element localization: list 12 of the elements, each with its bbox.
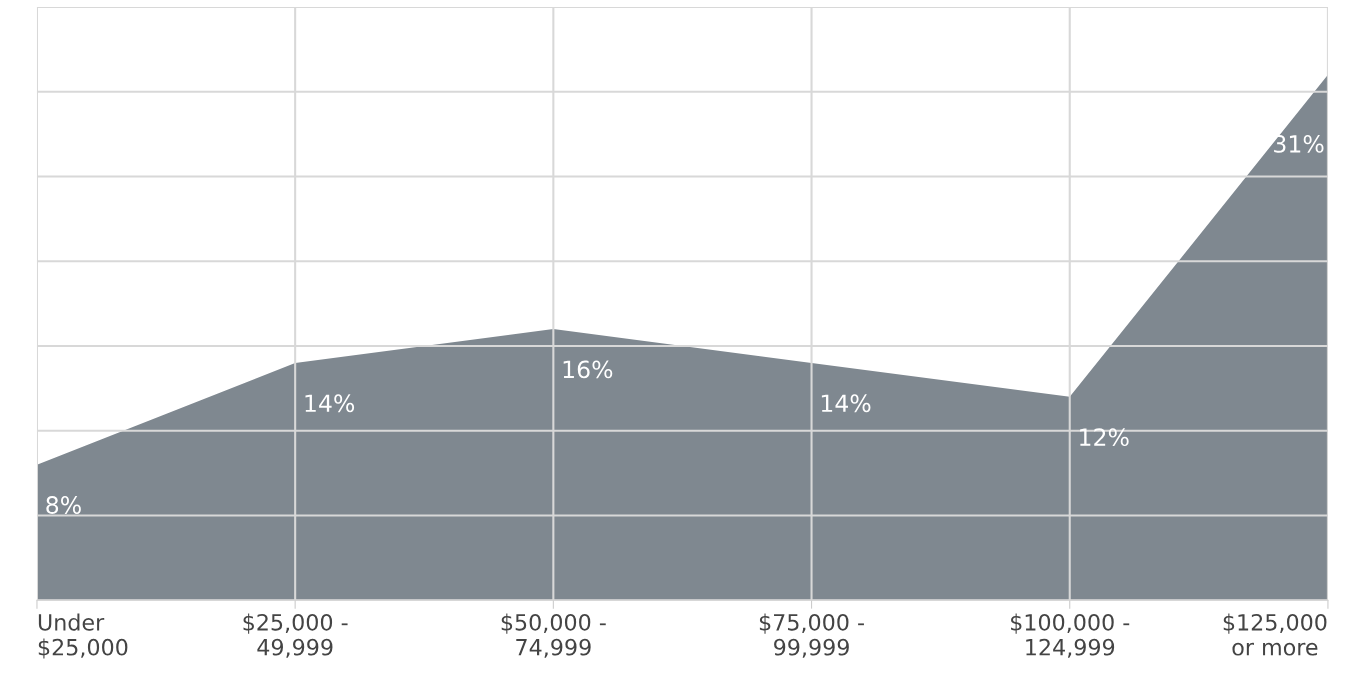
x-tick-label: $75,000 - 99,999	[759, 613, 864, 658]
data-label: 14%	[305, 394, 355, 413]
data-label: 16%	[563, 360, 613, 379]
x-tick-label: $125,000 or more	[1223, 613, 1327, 656]
x-tick-label: $100,000 - 124,999	[1011, 613, 1130, 658]
data-label: 8%	[46, 496, 81, 514]
x-tick-label: $25,000 - 49,999	[243, 613, 348, 658]
data-label: 12%	[1080, 428, 1129, 447]
x-tick-label: $50,000 - 74,999	[501, 613, 606, 658]
x-tick-label: Under $25,000	[38, 613, 128, 659]
data-label: 14%	[821, 394, 871, 413]
data-label: 31%	[1274, 134, 1324, 153]
